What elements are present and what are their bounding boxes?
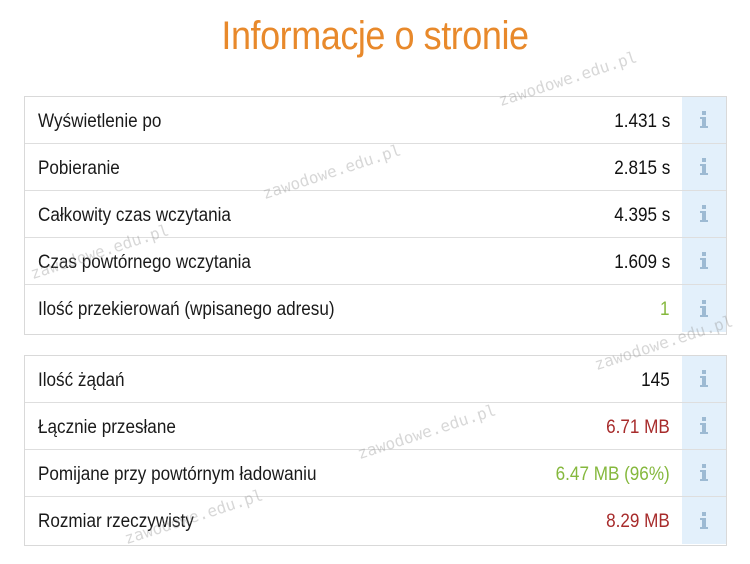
info-icon	[700, 205, 708, 222]
row-label: Ilość przekierowań (wpisanego adresu)	[38, 299, 335, 320]
row-label: Łącznie przesłane	[38, 417, 176, 438]
info-icon	[700, 158, 708, 175]
table-row: Pomijane przy powtórnym ładowaniu 6.47 M…	[25, 450, 726, 497]
info-icon	[700, 111, 708, 128]
row-label: Wyświetlenie po	[38, 111, 162, 132]
table-row: Łącznie przesłane 6.71 MB	[25, 403, 726, 450]
table-row: Ilość żądań 145	[25, 356, 726, 403]
info-icon	[700, 417, 708, 434]
info-icon	[700, 252, 708, 269]
row-value: 2.815 s	[613, 158, 670, 179]
row-label: Czas powtórnego wczytania	[38, 252, 251, 273]
info-button[interactable]	[682, 191, 726, 237]
table-row: Ilość przekierowań (wpisanego adresu) 1	[25, 285, 726, 332]
size-panel: Ilość żądań 145 Łącznie przesłane 6.71 M…	[24, 355, 727, 546]
row-label: Całkowity czas wczytania	[38, 205, 231, 226]
row-label: Ilość żądań	[38, 370, 125, 391]
table-row: Całkowity czas wczytania 4.395 s	[25, 191, 726, 238]
row-value: 1	[660, 299, 670, 320]
info-icon	[700, 511, 708, 529]
info-icon	[700, 299, 708, 317]
row-value: 4.395 s	[613, 205, 670, 226]
table-row: Wyświetlenie po 1.431 s	[25, 97, 726, 144]
info-button[interactable]	[682, 450, 726, 496]
row-label: Rozmiar rzeczywisty	[38, 511, 194, 532]
info-button[interactable]	[682, 285, 726, 332]
row-value: 6.47 MB (96%)	[555, 464, 670, 485]
row-value: 6.71 MB	[606, 417, 670, 438]
info-button[interactable]	[682, 403, 726, 449]
row-value: 1.431 s	[613, 111, 670, 132]
info-button[interactable]	[682, 238, 726, 284]
timing-panel: Wyświetlenie po 1.431 s Pobieranie 2.815…	[24, 96, 727, 335]
info-button[interactable]	[682, 497, 726, 544]
info-icon	[700, 464, 708, 481]
row-label: Pobieranie	[38, 158, 120, 179]
info-button[interactable]	[682, 97, 726, 143]
info-button[interactable]	[682, 144, 726, 190]
row-value: 1.609 s	[613, 252, 670, 273]
page-title: Informacje o stronie	[221, 14, 529, 58]
row-value: 8.29 MB	[606, 511, 670, 532]
table-row: Czas powtórnego wczytania 1.609 s	[25, 238, 726, 285]
row-value: 145	[641, 370, 670, 391]
info-button[interactable]	[682, 356, 726, 402]
row-label: Pomijane przy powtórnym ładowaniu	[38, 464, 317, 485]
table-row: Rozmiar rzeczywisty 8.29 MB	[25, 497, 726, 544]
info-icon	[700, 370, 708, 387]
table-row: Pobieranie 2.815 s	[25, 144, 726, 191]
